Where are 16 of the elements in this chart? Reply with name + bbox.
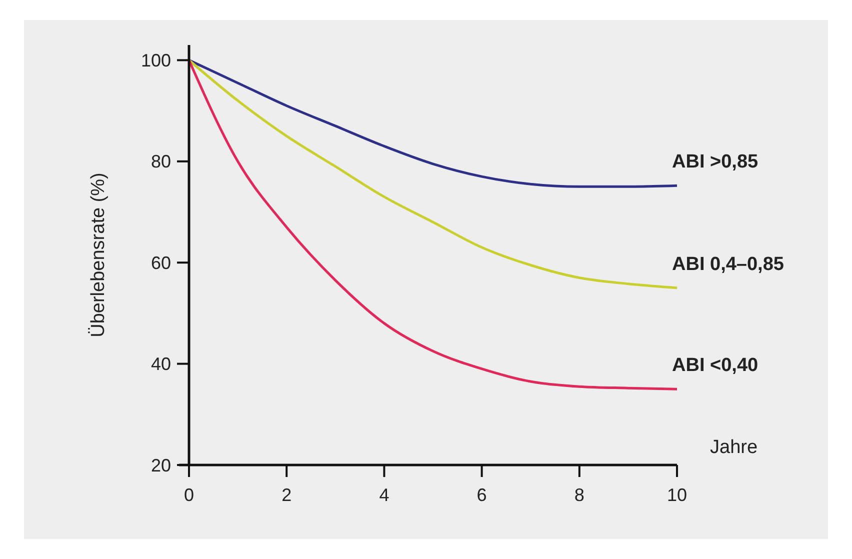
y-tick-label: 40 [150, 354, 171, 374]
x-tick-label: 0 [184, 485, 194, 505]
y-tick-label: 20 [150, 455, 171, 476]
x-tick-label: 4 [379, 485, 390, 505]
series-label: ABI 0,4–0,85 [672, 254, 784, 275]
y-tick-label: 100 [140, 50, 171, 70]
y-axis-title: Überlebensrate (%) [88, 172, 109, 338]
y-tick-label: 60 [150, 252, 171, 273]
series-label: ABI >0,85 [672, 152, 759, 173]
x-axis-title: Jahre [710, 437, 758, 458]
x-tick-label: 8 [574, 485, 584, 505]
x-tick-label: 6 [476, 485, 487, 505]
y-tick-label: 80 [150, 152, 171, 172]
series-label: ABI <0,40 [672, 355, 758, 376]
x-tick-label: 2 [282, 485, 292, 505]
x-tick-label: 10 [666, 485, 688, 505]
